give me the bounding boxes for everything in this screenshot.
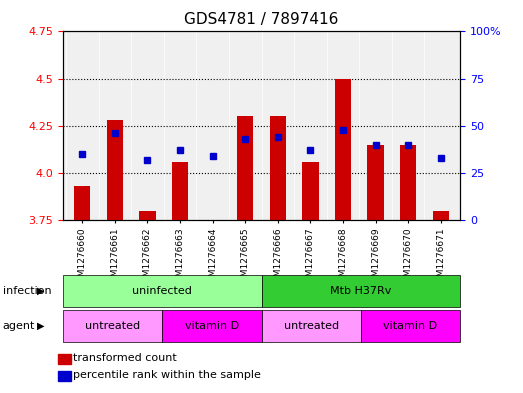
Bar [270,116,286,220]
Text: agent: agent [3,321,35,331]
Bar [139,211,156,220]
Text: ▶: ▶ [37,321,44,331]
Text: vitamin D: vitamin D [383,321,438,331]
Text: infection: infection [3,286,51,296]
Text: GDS4781 / 7897416: GDS4781 / 7897416 [184,12,339,27]
Text: transformed count: transformed count [73,353,177,363]
Text: ▶: ▶ [37,286,44,296]
Bar [74,186,90,220]
Bar [172,162,188,220]
Bar [302,162,319,220]
Text: Mtb H37Rv: Mtb H37Rv [330,286,392,296]
Bar [335,79,351,220]
Text: vitamin D: vitamin D [185,321,239,331]
Bar [367,145,384,220]
Bar [400,145,416,220]
Text: untreated: untreated [85,321,140,331]
Bar [433,211,449,220]
Bar [237,116,253,220]
Text: percentile rank within the sample: percentile rank within the sample [73,370,261,380]
Text: untreated: untreated [283,321,339,331]
Text: uninfected: uninfected [132,286,192,296]
Bar [107,120,123,220]
